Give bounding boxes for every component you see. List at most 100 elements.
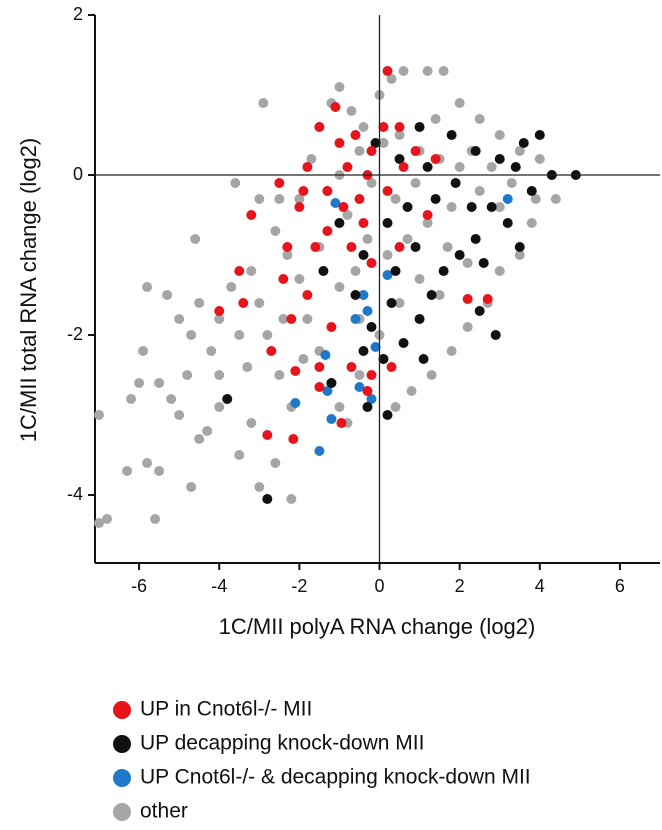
- x-axis-label: 1C/MII polyA RNA change (log2): [219, 614, 536, 639]
- data-point: [186, 482, 197, 492]
- legend-label: other: [140, 800, 188, 823]
- data-point: [402, 202, 413, 212]
- data-point: [282, 250, 293, 260]
- data-point: [102, 514, 113, 524]
- data-point: [334, 402, 345, 412]
- data-point: [302, 290, 313, 300]
- data-point: [358, 346, 369, 356]
- data-point: [494, 266, 505, 276]
- data-point: [382, 410, 393, 420]
- data-point: [326, 378, 337, 388]
- x-tick-label: 2: [455, 576, 465, 596]
- data-point: [266, 346, 277, 356]
- data-point: [274, 370, 285, 380]
- data-point: [358, 218, 369, 228]
- data-point: [234, 330, 245, 340]
- data-point: [426, 370, 437, 380]
- data-point: [486, 162, 497, 172]
- data-point: [242, 362, 253, 372]
- data-point: [234, 266, 245, 276]
- data-point: [494, 202, 505, 212]
- data-point: [382, 66, 393, 76]
- data-point: [190, 234, 201, 244]
- data-point: [478, 258, 489, 268]
- data-point: [294, 202, 305, 212]
- data-point: [302, 162, 313, 172]
- data-point: [510, 162, 521, 172]
- data-point: [426, 290, 437, 300]
- data-point: [446, 202, 457, 212]
- data-point: [206, 346, 217, 356]
- data-point: [382, 250, 393, 260]
- data-point: [414, 314, 425, 324]
- data-point: [402, 234, 413, 244]
- data-point: [358, 250, 369, 260]
- data-point: [334, 82, 345, 92]
- data-point: [358, 122, 369, 132]
- data-point: [450, 178, 461, 188]
- data-point: [422, 66, 433, 76]
- data-point: [514, 250, 525, 260]
- data-point: [346, 362, 357, 372]
- data-point: [154, 466, 165, 476]
- data-point: [322, 186, 333, 196]
- data-point: [262, 430, 273, 440]
- data-point: [394, 154, 405, 164]
- data-point: [294, 194, 305, 204]
- data-point: [438, 66, 449, 76]
- data-point: [246, 210, 257, 220]
- data-point: [354, 382, 365, 392]
- data-point: [378, 122, 389, 132]
- data-point: [414, 274, 425, 284]
- legend-marker: [113, 735, 131, 753]
- data-point: [366, 394, 377, 404]
- data-point: [286, 314, 297, 324]
- data-point: [326, 322, 337, 332]
- data-point: [486, 202, 497, 212]
- data-point: [278, 274, 289, 284]
- data-point: [386, 74, 397, 84]
- data-point: [530, 194, 541, 204]
- data-point: [466, 202, 477, 212]
- legend-label: UP Cnot6l-/- & decapping knock-down MII: [140, 766, 531, 789]
- data-point: [262, 494, 273, 504]
- data-point: [366, 322, 377, 332]
- data-point: [174, 410, 185, 420]
- data-point: [346, 106, 357, 116]
- data-point: [338, 202, 349, 212]
- data-point: [422, 210, 433, 220]
- data-point: [320, 350, 331, 360]
- data-point: [414, 122, 425, 132]
- data-point: [318, 266, 329, 276]
- data-point: [194, 434, 205, 444]
- data-point: [94, 518, 105, 528]
- data-point: [342, 162, 353, 172]
- y-axis-label: 1C/MII total RNA change (log2): [16, 138, 41, 442]
- data-point: [226, 282, 237, 292]
- legend-marker: [113, 803, 131, 821]
- data-point: [482, 294, 493, 304]
- data-point: [302, 314, 313, 324]
- data-point: [362, 306, 373, 316]
- data-point: [298, 354, 309, 364]
- data-point: [378, 354, 389, 364]
- data-point: [534, 130, 545, 140]
- data-point: [370, 138, 381, 148]
- data-point: [366, 370, 377, 380]
- x-tick-label: 6: [615, 576, 625, 596]
- data-point: [434, 290, 445, 300]
- data-point: [366, 258, 377, 268]
- data-point: [186, 330, 197, 340]
- data-point: [366, 146, 377, 156]
- data-point: [274, 194, 285, 204]
- x-tick-label: -2: [291, 576, 307, 596]
- data-point: [474, 114, 485, 124]
- legend-label: UP decapping knock-down MII: [140, 732, 424, 755]
- data-point: [182, 370, 193, 380]
- data-point: [254, 298, 265, 308]
- data-point: [394, 242, 405, 252]
- data-point: [386, 298, 397, 308]
- data-point: [362, 402, 373, 412]
- data-point: [294, 274, 305, 284]
- data-point: [410, 146, 421, 156]
